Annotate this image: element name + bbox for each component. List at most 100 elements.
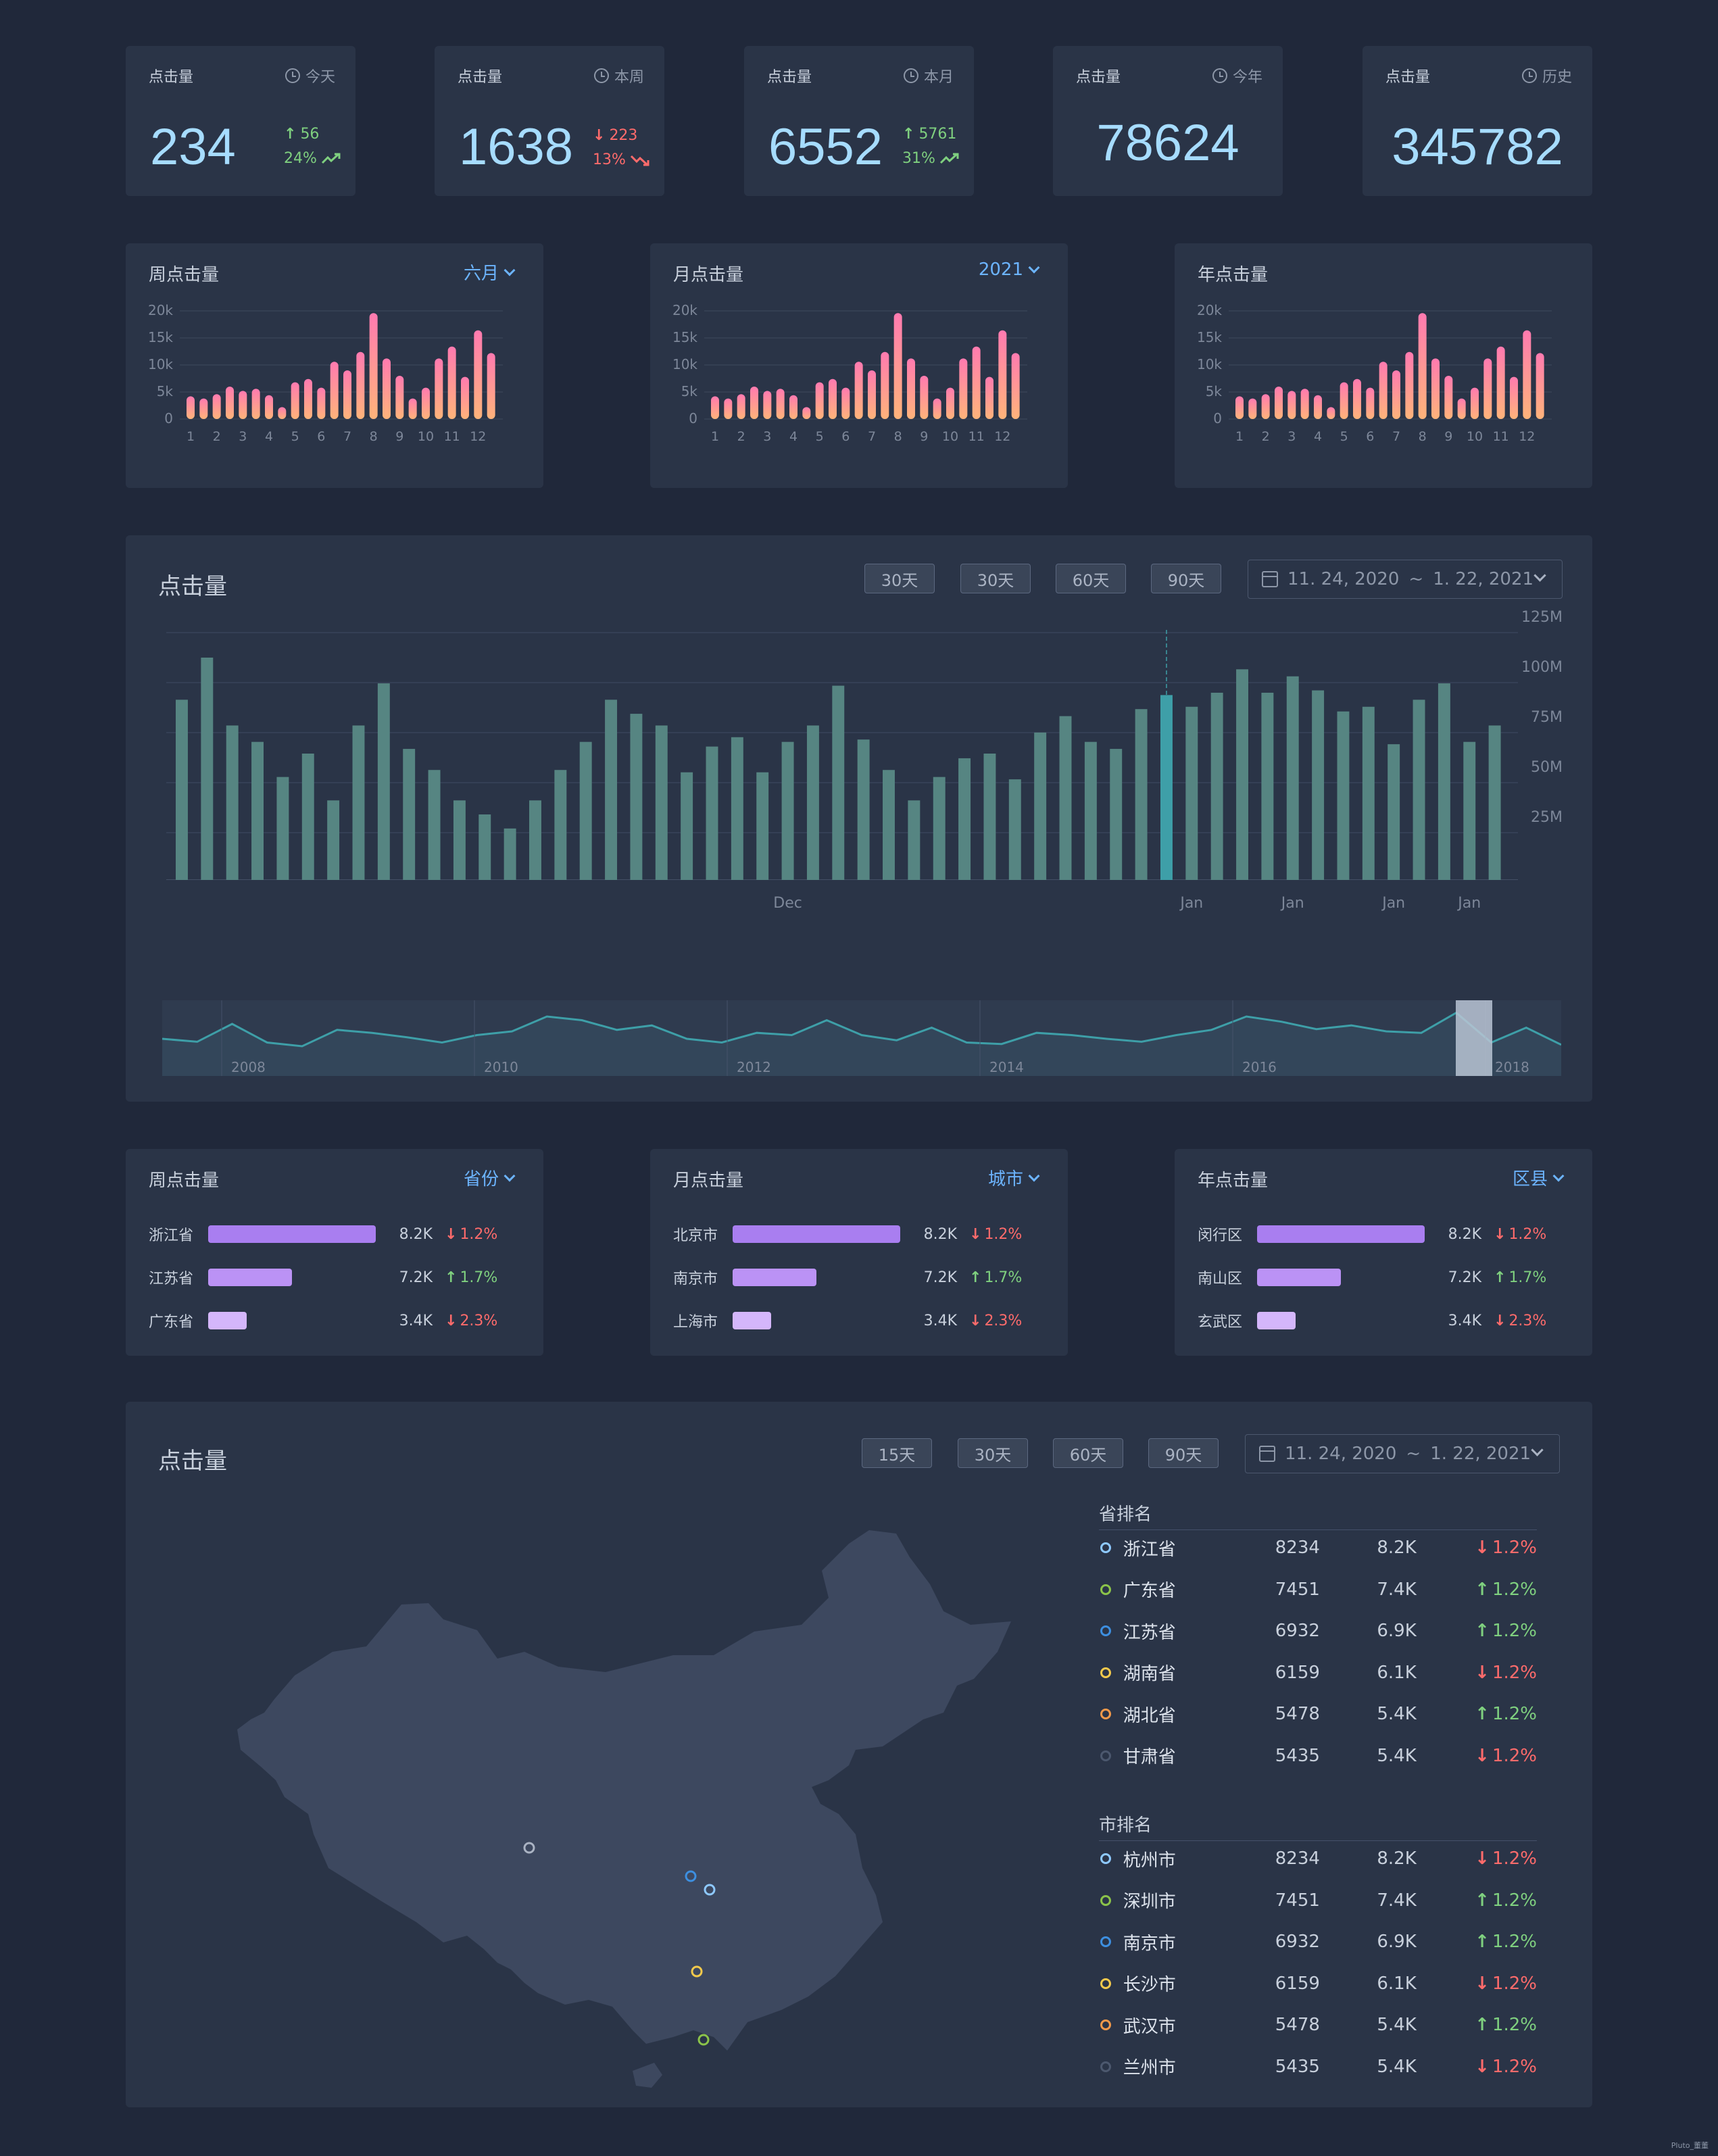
- bar[interactable]: [1248, 398, 1257, 419]
- bar[interactable]: [504, 828, 516, 880]
- marker-nanjing[interactable]: [704, 1884, 716, 1896]
- bar[interactable]: [711, 396, 719, 419]
- range-30-button[interactable]: 30天: [864, 564, 935, 593]
- ranking-row[interactable]: 武汉市 5478 5.4K 1.2%: [1099, 2011, 1537, 2038]
- bar[interactable]: [907, 358, 915, 419]
- bar[interactable]: [985, 376, 993, 419]
- bar[interactable]: [1286, 676, 1299, 880]
- bar-highlighted[interactable]: [1160, 695, 1173, 880]
- range-30-button[interactable]: 30天: [958, 1438, 1028, 1468]
- bar[interactable]: [737, 394, 745, 419]
- rank-row[interactable]: 南京市 7.2K 1.7%: [673, 1264, 1045, 1291]
- bar[interactable]: [756, 772, 769, 880]
- bar[interactable]: [815, 382, 824, 419]
- bar[interactable]: [1405, 351, 1414, 419]
- bar[interactable]: [1471, 387, 1479, 419]
- bar[interactable]: [789, 395, 797, 419]
- rank-row[interactable]: 浙江省 8.2K 1.2%: [149, 1221, 520, 1248]
- bar[interactable]: [1011, 353, 1020, 419]
- bar[interactable]: [276, 777, 289, 880]
- date-range-picker[interactable]: 11. 24, 2020 ~ 1. 22, 2021: [1245, 1434, 1560, 1473]
- marker-lanzhou[interactable]: [523, 1842, 535, 1854]
- bar[interactable]: [1496, 346, 1505, 419]
- bar[interactable]: [1059, 716, 1072, 880]
- bar[interactable]: [776, 389, 785, 419]
- bar[interactable]: [1337, 711, 1350, 880]
- bar[interactable]: [251, 389, 260, 419]
- bar[interactable]: [731, 737, 743, 880]
- bar[interactable]: [806, 725, 819, 880]
- bar[interactable]: [478, 814, 491, 880]
- bar[interactable]: [1392, 370, 1400, 419]
- bar[interactable]: [1261, 692, 1274, 880]
- province-dropdown[interactable]: 省份: [464, 1165, 516, 1190]
- bar[interactable]: [1110, 749, 1123, 880]
- bar[interactable]: [199, 398, 208, 419]
- bar[interactable]: [868, 370, 876, 419]
- bar[interactable]: [1008, 779, 1021, 880]
- city-dropdown[interactable]: 城市: [988, 1165, 1040, 1190]
- bar[interactable]: [1275, 387, 1283, 419]
- bar[interactable]: [1340, 382, 1348, 419]
- bar[interactable]: [265, 395, 273, 419]
- rank-row[interactable]: 江苏省 7.2K 1.7%: [149, 1264, 520, 1291]
- bar[interactable]: [1185, 706, 1198, 880]
- ranking-row[interactable]: 江苏省 6932 6.9K 1.2%: [1099, 1617, 1537, 1644]
- bar[interactable]: [330, 362, 339, 419]
- ranking-row[interactable]: 兰州市 5435 5.4K 1.2%: [1099, 2053, 1537, 2080]
- bar[interactable]: [1431, 358, 1440, 419]
- rank-row[interactable]: 上海市 3.4K 2.3%: [673, 1307, 1045, 1334]
- bar[interactable]: [453, 800, 466, 880]
- bar[interactable]: [301, 753, 314, 880]
- bar[interactable]: [920, 376, 929, 419]
- bar[interactable]: [1135, 709, 1148, 880]
- bar[interactable]: [1353, 378, 1361, 419]
- bar[interactable]: [908, 800, 921, 880]
- bar[interactable]: [554, 770, 567, 880]
- bar[interactable]: [487, 353, 495, 419]
- marker-changsha[interactable]: [691, 1965, 703, 1978]
- bar[interactable]: [802, 407, 811, 419]
- bar[interactable]: [383, 358, 391, 419]
- bar[interactable]: [343, 370, 351, 419]
- bar[interactable]: [356, 351, 365, 419]
- range-90-button[interactable]: 90天: [1148, 1438, 1219, 1468]
- bar[interactable]: [1418, 313, 1427, 419]
- bar[interactable]: [946, 387, 954, 419]
- bar[interactable]: [1300, 389, 1309, 419]
- bar[interactable]: [1413, 700, 1425, 880]
- bar[interactable]: [1312, 690, 1325, 880]
- ranking-row[interactable]: 浙江省 8234 8.2K 1.2%: [1099, 1534, 1537, 1561]
- bar[interactable]: [579, 741, 592, 880]
- bar[interactable]: [304, 378, 312, 419]
- bar[interactable]: [983, 753, 996, 880]
- bar[interactable]: [724, 398, 733, 419]
- rank-row[interactable]: 南山区 7.2K 1.7%: [1198, 1264, 1569, 1291]
- bar[interactable]: [1034, 732, 1047, 880]
- bar[interactable]: [854, 362, 863, 419]
- bar[interactable]: [630, 714, 643, 880]
- bar[interactable]: [1084, 741, 1097, 880]
- bar[interactable]: [655, 725, 668, 880]
- ranking-row[interactable]: 南京市 6932 6.9K 1.2%: [1099, 1928, 1537, 1955]
- month-dropdown[interactable]: 六月: [464, 260, 516, 285]
- ranking-row[interactable]: 杭州市 8234 8.2K 1.2%: [1099, 1845, 1537, 1872]
- bar[interactable]: [422, 387, 430, 419]
- ranking-row[interactable]: 深圳市 7451 7.4K 1.2%: [1099, 1887, 1537, 1914]
- overview-handle[interactable]: [1456, 1000, 1492, 1076]
- bar[interactable]: [832, 685, 845, 880]
- bar[interactable]: [176, 700, 188, 880]
- bar[interactable]: [428, 770, 441, 880]
- range-90-button[interactable]: 90天: [1151, 564, 1221, 593]
- bar[interactable]: [1510, 376, 1518, 419]
- bar[interactable]: [763, 391, 772, 419]
- bar[interactable]: [369, 313, 378, 419]
- bar[interactable]: [1327, 407, 1335, 419]
- bar[interactable]: [1287, 391, 1296, 419]
- bar[interactable]: [1366, 387, 1375, 419]
- bar[interactable]: [958, 758, 971, 880]
- bar[interactable]: [1444, 376, 1453, 419]
- bar[interactable]: [1235, 396, 1244, 419]
- bar[interactable]: [857, 739, 870, 880]
- bar[interactable]: [226, 725, 239, 880]
